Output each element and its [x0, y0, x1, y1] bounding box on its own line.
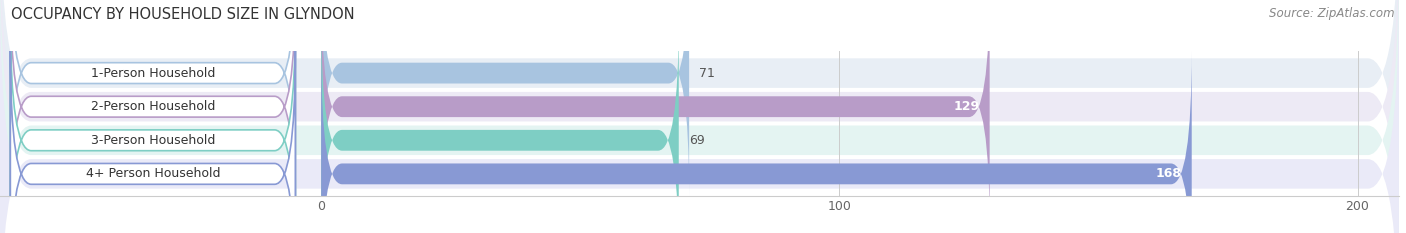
- Text: 71: 71: [700, 67, 716, 80]
- Text: OCCUPANCY BY HOUSEHOLD SIZE IN GLYNDON: OCCUPANCY BY HOUSEHOLD SIZE IN GLYNDON: [11, 7, 354, 22]
- Text: 1-Person Household: 1-Person Household: [90, 67, 215, 80]
- FancyBboxPatch shape: [321, 16, 679, 233]
- FancyBboxPatch shape: [10, 50, 295, 233]
- FancyBboxPatch shape: [321, 0, 990, 231]
- FancyBboxPatch shape: [321, 50, 1192, 233]
- FancyBboxPatch shape: [10, 16, 295, 233]
- FancyBboxPatch shape: [10, 0, 295, 231]
- Text: 168: 168: [1156, 167, 1181, 180]
- Text: Source: ZipAtlas.com: Source: ZipAtlas.com: [1270, 7, 1395, 20]
- FancyBboxPatch shape: [321, 0, 689, 197]
- Text: 69: 69: [689, 134, 704, 147]
- Text: 2-Person Household: 2-Person Household: [90, 100, 215, 113]
- Text: 129: 129: [953, 100, 980, 113]
- Text: 3-Person Household: 3-Person Household: [90, 134, 215, 147]
- FancyBboxPatch shape: [10, 0, 295, 197]
- Text: 4+ Person Household: 4+ Person Household: [86, 167, 221, 180]
